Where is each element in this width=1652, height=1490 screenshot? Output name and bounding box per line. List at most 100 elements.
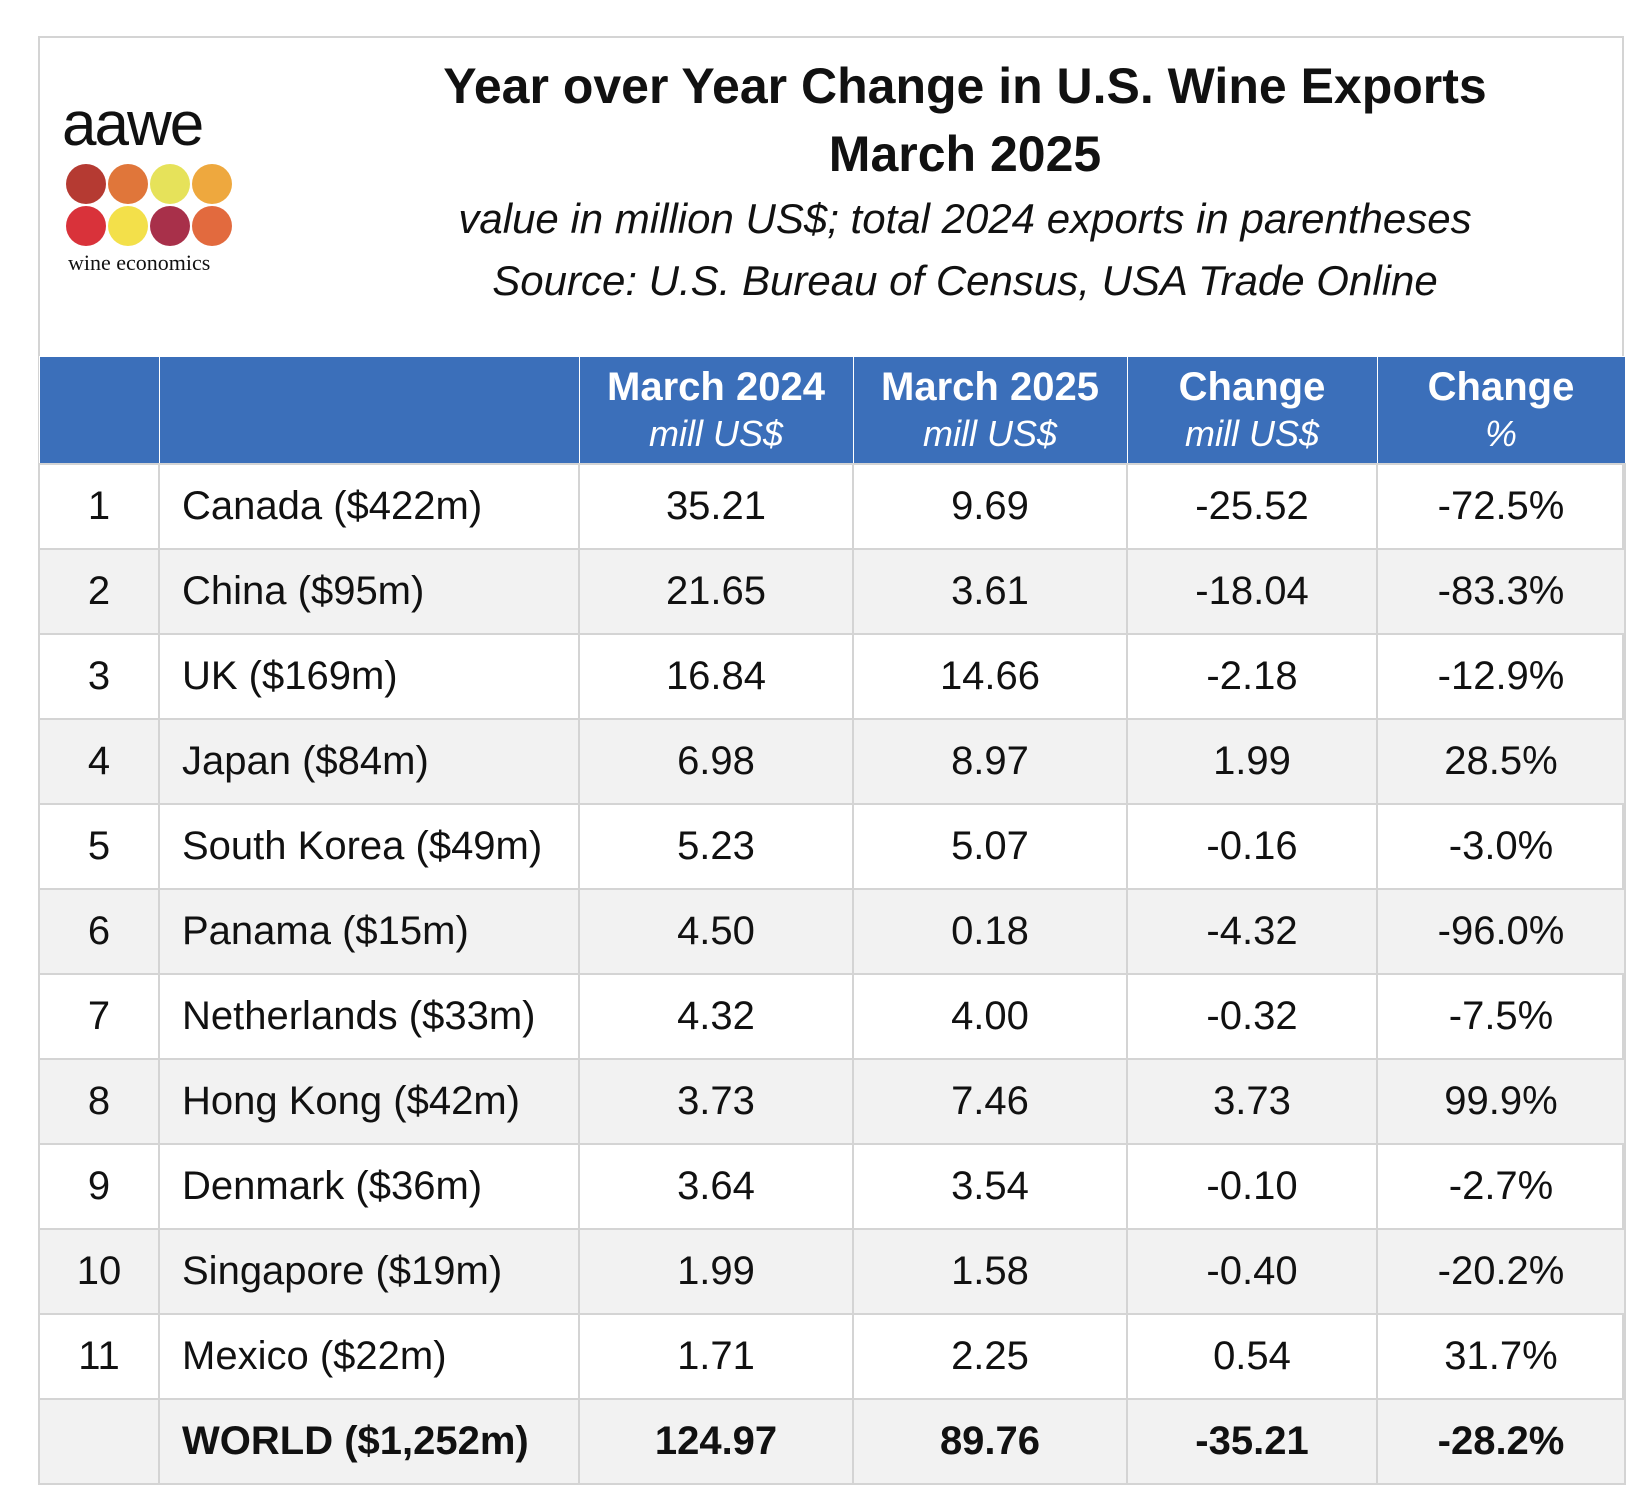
column-header-rank — [38, 356, 160, 465]
logo-dot — [108, 206, 148, 246]
table-row: 6 Panama ($15m) 4.50 0.18 -4.32 -96.0% — [38, 888, 1626, 975]
rank-cell: 11 — [38, 1313, 160, 1400]
logo-tagline: wine economics — [68, 250, 211, 275]
header-label: Change — [1178, 365, 1326, 409]
change-value-cell: -25.52 — [1126, 463, 1378, 550]
change-value-cell: -2.18 — [1126, 633, 1378, 720]
march-2024-cell: 3.64 — [578, 1143, 854, 1230]
change-percent-cell: 28.5% — [1376, 718, 1626, 805]
page-title: Year over Year Change in U.S. Wine Expor… — [443, 58, 1487, 114]
table-row: 5 South Korea ($49m) 5.23 5.07 -0.16 -3.0% — [38, 803, 1626, 890]
header-label: March 2025 — [881, 365, 1099, 409]
aawe-logo: aawe wine economics — [62, 94, 244, 275]
march-2025-cell: 4.00 — [852, 973, 1128, 1060]
rank-cell: 6 — [38, 888, 160, 975]
march-2025-cell: 1.58 — [852, 1228, 1128, 1315]
change-percent-cell: -83.3% — [1376, 548, 1626, 635]
table-row: 4 Japan ($84m) 6.98 8.97 1.99 28.5% — [38, 718, 1626, 805]
change-percent-cell: 31.7% — [1376, 1313, 1626, 1400]
table-row: 7 Netherlands ($33m) 4.32 4.00 -0.32 -7.5% — [38, 973, 1626, 1060]
rank-cell: 2 — [38, 548, 160, 635]
change-percent-cell: -2.7% — [1376, 1143, 1626, 1230]
exports-table: March 2024 mill US$ March 2025 mill US$ Ch… — [38, 356, 1626, 1485]
march-2025-cell: 7.46 — [852, 1058, 1128, 1145]
change-percent-cell: -28.2% — [1376, 1398, 1626, 1485]
table-row: 3 UK ($169m) 16.84 14.66 -2.18 -12.9% — [38, 633, 1626, 720]
change-percent-cell: -7.5% — [1376, 973, 1626, 1060]
country-cell: Panama ($15m) — [158, 888, 580, 975]
change-value-cell: 1.99 — [1126, 718, 1378, 805]
march-2024-cell: 6.98 — [578, 718, 854, 805]
change-value-cell: -0.40 — [1126, 1228, 1378, 1315]
table-row: 9 Denmark ($36m) 3.64 3.54 -0.10 -2.7% — [38, 1143, 1626, 1230]
source-note: Source: U.S. Bureau of Census, USA Trade… — [492, 257, 1438, 304]
column-header-march-2024: March 2024 mill US$ — [578, 356, 854, 465]
rank-cell: 1 — [38, 463, 160, 550]
logo-dot — [192, 164, 232, 204]
country-cell: South Korea ($49m) — [158, 803, 580, 890]
march-2024-cell: 4.50 — [578, 888, 854, 975]
header-label: March 2024 — [607, 365, 825, 409]
change-percent-cell: -20.2% — [1376, 1228, 1626, 1315]
rank-cell: 5 — [38, 803, 160, 890]
march-2025-cell: 3.54 — [852, 1143, 1128, 1230]
change-value-cell: 3.73 — [1126, 1058, 1378, 1145]
header-unit: mill US$ — [922, 413, 1057, 454]
change-value-cell: -4.32 — [1126, 888, 1378, 975]
table-row: 2 China ($95m) 21.65 3.61 -18.04 -83.3% — [38, 548, 1626, 635]
rank-cell: 4 — [38, 718, 160, 805]
change-value-cell: -0.10 — [1126, 1143, 1378, 1230]
march-2025-cell: 0.18 — [852, 888, 1128, 975]
change-value-cell: -0.16 — [1126, 803, 1378, 890]
rank-cell: 7 — [38, 973, 160, 1060]
page-header: Year over Year Change in U.S. Wine Expor… — [320, 52, 1610, 312]
country-cell: Denmark ($36m) — [158, 1143, 580, 1230]
march-2024-cell: 35.21 — [578, 463, 854, 550]
header-unit: mill US$ — [1184, 413, 1319, 454]
change-percent-cell: -3.0% — [1376, 803, 1626, 890]
column-header-country — [158, 356, 580, 465]
page-title-date: March 2025 — [828, 126, 1102, 182]
change-value-cell: 0.54 — [1126, 1313, 1378, 1400]
country-cell: Canada ($422m) — [158, 463, 580, 550]
column-header-change-value: Change mill US$ — [1126, 356, 1378, 465]
march-2024-cell: 124.97 — [578, 1398, 854, 1485]
change-value-cell: -35.21 — [1126, 1398, 1378, 1485]
table-row: 11 Mexico ($22m) 1.71 2.25 0.54 31.7% — [38, 1313, 1626, 1400]
march-2024-cell: 21.65 — [578, 548, 854, 635]
march-2025-cell: 89.76 — [852, 1398, 1128, 1485]
march-2025-cell: 5.07 — [852, 803, 1128, 890]
country-cell: UK ($169m) — [158, 633, 580, 720]
change-percent-cell: 99.9% — [1376, 1058, 1626, 1145]
change-percent-cell: -96.0% — [1376, 888, 1626, 975]
header-unit: % — [1484, 413, 1517, 454]
march-2025-cell: 8.97 — [852, 718, 1128, 805]
country-cell: Netherlands ($33m) — [158, 973, 580, 1060]
rank-cell — [38, 1398, 160, 1485]
header-label: Change — [1427, 365, 1575, 409]
logo-dots — [66, 164, 238, 254]
change-percent-cell: -12.9% — [1376, 633, 1626, 720]
logo-dot — [150, 206, 190, 246]
march-2025-cell: 9.69 — [852, 463, 1128, 550]
column-header-change-percent: Change% — [1376, 356, 1626, 465]
logo-dot — [150, 164, 190, 204]
column-header-march-2025: March 2025 mill US$ — [852, 356, 1128, 465]
march-2024-cell: 16.84 — [578, 633, 854, 720]
rank-cell: 9 — [38, 1143, 160, 1230]
change-value-cell: -0.32 — [1126, 973, 1378, 1060]
table-body: 1 Canada ($422m) 35.21 9.69 -25.52 -72.5% 2 Chi… — [38, 463, 1626, 1485]
change-value-cell: -18.04 — [1126, 548, 1378, 635]
table-row-total: WORLD ($1,252m) 124.97 89.76 -35.21 -28.2% — [38, 1398, 1626, 1485]
logo-dot — [108, 164, 148, 204]
march-2024-cell: 5.23 — [578, 803, 854, 890]
rank-cell: 8 — [38, 1058, 160, 1145]
table-row: 1 Canada ($422m) 35.21 9.69 -25.52 -72.5% — [38, 463, 1626, 550]
table-row: 8 Hong Kong ($42m) 3.73 7.46 3.73 99.9% — [38, 1058, 1626, 1145]
change-percent-cell: -72.5% — [1376, 463, 1626, 550]
logo-dot — [66, 206, 106, 246]
country-cell: China ($95m) — [158, 548, 580, 635]
march-2025-cell: 2.25 — [852, 1313, 1128, 1400]
country-cell: Mexico ($22m) — [158, 1313, 580, 1400]
rank-cell: 3 — [38, 633, 160, 720]
